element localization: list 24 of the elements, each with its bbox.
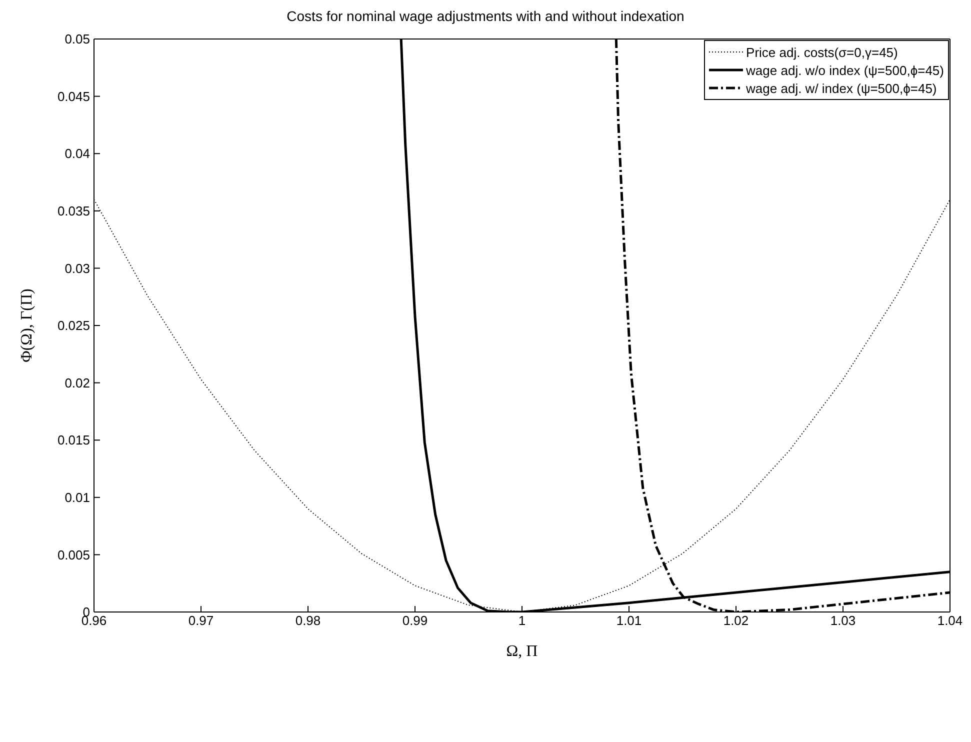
y-axis-title: Φ(Ω), Γ(Π)	[18, 288, 36, 362]
y-tick-label: 0.025	[57, 318, 90, 334]
y-tick-label: 0.015	[57, 432, 90, 448]
x-axis-title: Ω, Π	[506, 643, 538, 660]
legend-label: Price adj. costs(σ=0,γ=45)	[746, 44, 898, 60]
x-tick-label: 1	[518, 613, 526, 628]
y-tick-label: 0.03	[64, 260, 90, 276]
x-tick-label: 1.03	[830, 613, 856, 628]
y-tick-label: 0.045	[57, 88, 90, 104]
x-tick-label: 0.99	[402, 613, 428, 628]
y-tick-label: 0.01	[64, 490, 90, 506]
legend-label: wage adj. w/o index (ψ=500,ϕ=45)	[746, 62, 944, 78]
y-tick-label: 0.005	[57, 547, 90, 562]
legend-label: wage adj. w/ index (ψ=500,ϕ=45)	[746, 80, 937, 96]
x-tick-label: 1.01	[616, 613, 642, 628]
y-tick-label: 0.05	[64, 32, 90, 47]
chart-title: Costs for nominal wage adjustments with and without indexation	[286, 8, 686, 26]
x-tick-label: 1.04	[937, 613, 963, 628]
y-tick-label: 0.02	[64, 375, 90, 390]
y-tick-label: 0.035	[57, 204, 90, 219]
x-tick-label: 1.02	[723, 613, 749, 628]
x-tick-label: 0.98	[295, 613, 321, 628]
x-tick-label: 0.97	[188, 613, 214, 628]
y-tick-label: 0.04	[64, 146, 90, 162]
